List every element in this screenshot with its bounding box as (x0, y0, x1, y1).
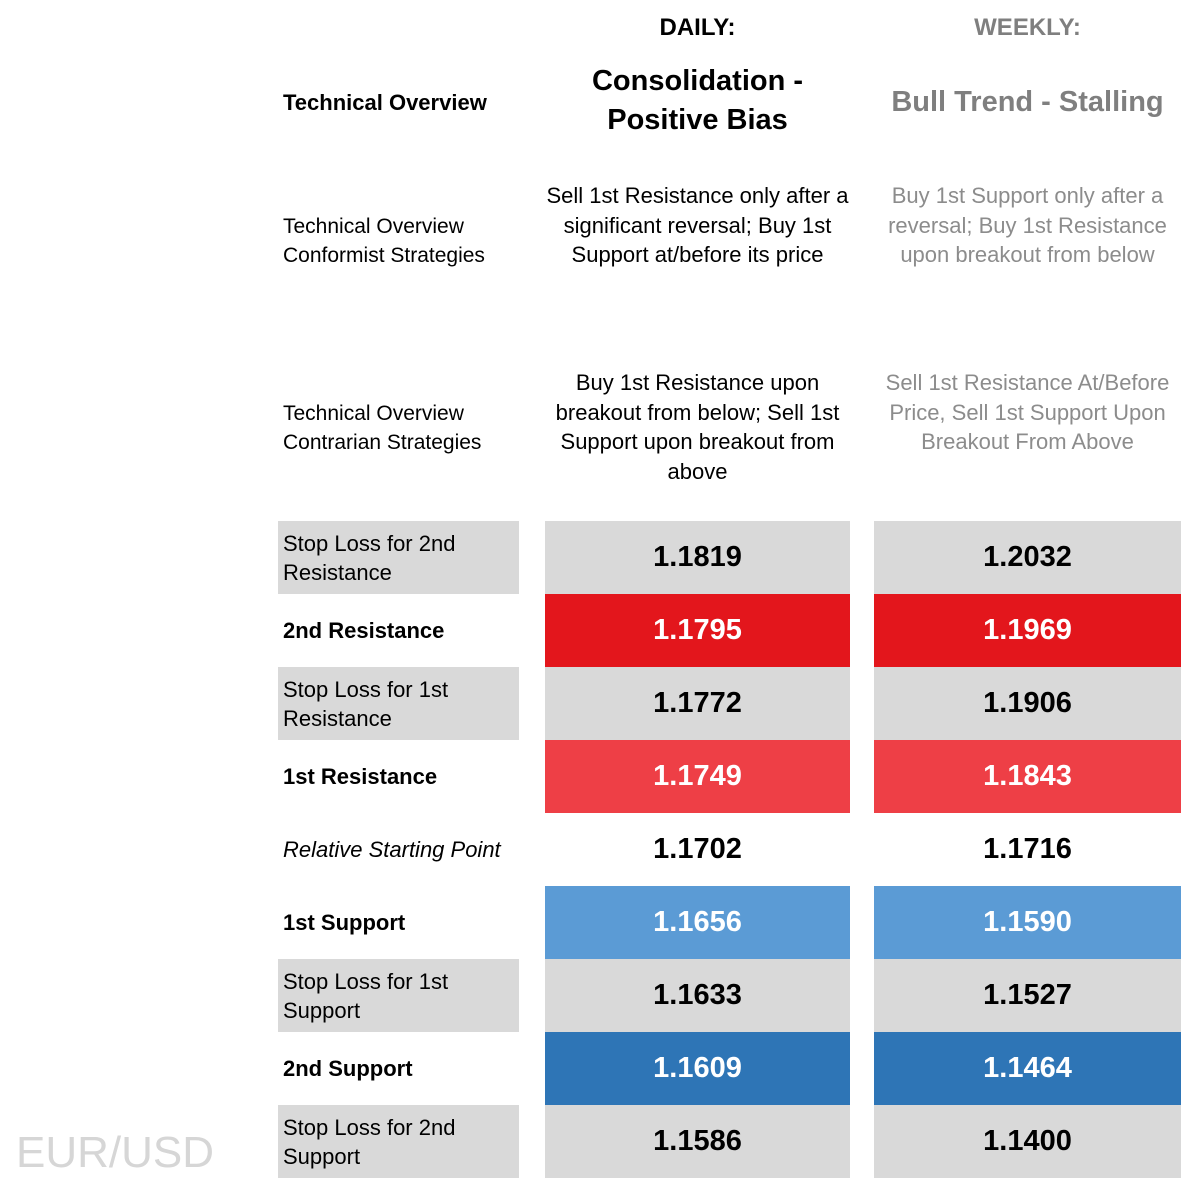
weekly-stop-loss-1st-resistance: 1.1906 (874, 667, 1181, 740)
daily-header: DAILY: (659, 14, 736, 41)
daily-stop-loss-1st-resistance: 1.1772 (545, 667, 850, 740)
currency-pair-watermark: EUR/USD (16, 1128, 215, 1177)
daily-1st-support: 1.1656 (545, 886, 850, 959)
weekly-overview: Bull Trend - Stalling (891, 85, 1164, 118)
conformist-strategies-label: Technical Overview Conformist Strategies (283, 215, 485, 267)
weekly-stop-loss-1st-support: 1.1527 (874, 959, 1181, 1032)
weekly-1st-support: 1.1590 (874, 886, 1181, 959)
daily-1st-resistance: 1.1749 (545, 740, 850, 813)
weekly-header: WEEKLY: (974, 14, 1081, 41)
daily-2nd-resistance: 1.1795 (545, 594, 850, 667)
daily-overview: Consolidation - Positive Bias (591, 65, 804, 136)
level-label-stop-loss-2nd-support: Stop Loss for 2nd Support (278, 1105, 519, 1178)
daily-relative-starting-point: 1.1702 (653, 833, 742, 865)
level-label-relative-starting-point: Relative Starting Point (283, 837, 501, 862)
weekly-stop-loss-2nd-support: 1.1400 (874, 1105, 1181, 1178)
daily-stop-loss-2nd-support: 1.1586 (545, 1105, 850, 1178)
level-label-stop-loss-2nd-resistance: Stop Loss for 2nd Resistance (278, 521, 519, 594)
weekly-relative-starting-point: 1.1716 (983, 833, 1072, 865)
level-label-2nd-resistance: 2nd Resistance (283, 618, 445, 643)
level-label-stop-loss-1st-resistance: Stop Loss for 1st Resistance (278, 667, 519, 740)
technical-overview-label: Technical Overview (283, 89, 487, 115)
contrarian-strategies-label: Technical Overview Contrarian Strategies (283, 402, 482, 454)
weekly-2nd-support: 1.1464 (874, 1032, 1181, 1105)
level-label-1st-support: 1st Support (283, 910, 406, 935)
level-label-1st-resistance: 1st Resistance (283, 764, 438, 789)
daily-stop-loss-1st-support: 1.1633 (545, 959, 850, 1032)
weekly-contrarian-strategy: Sell 1st Resistance At/Before Price, Sel… (885, 370, 1170, 454)
daily-2nd-support: 1.1609 (545, 1032, 850, 1105)
level-label-2nd-support: 2nd Support (283, 1056, 413, 1081)
level-label-stop-loss-1st-support: Stop Loss for 1st Support (278, 959, 519, 1032)
weekly-conformist-strategy: Buy 1st Support only after a reversal; B… (888, 183, 1167, 267)
weekly-stop-loss-2nd-resistance: 1.2032 (874, 521, 1181, 594)
daily-contrarian-strategy: Buy 1st Resistance upon breakout from be… (555, 370, 840, 484)
weekly-1st-resistance: 1.1843 (874, 740, 1181, 813)
weekly-2nd-resistance: 1.1969 (874, 594, 1181, 667)
daily-stop-loss-2nd-resistance: 1.1819 (545, 521, 850, 594)
daily-conformist-strategy: Sell 1st Resistance only after a signifi… (546, 183, 849, 267)
